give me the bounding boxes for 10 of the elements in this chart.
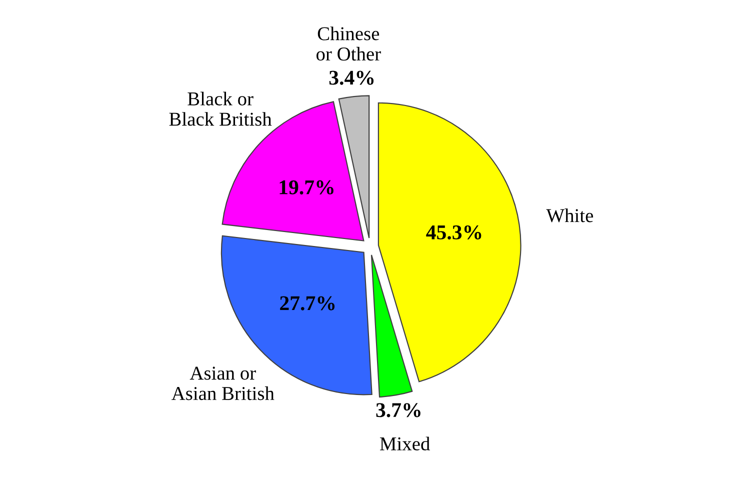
slice-label: Chinese or Other bbox=[316, 26, 381, 61]
slice-label: White bbox=[546, 208, 594, 222]
data-label: 19.7% bbox=[280, 180, 334, 194]
slice-label: Mixed bbox=[380, 436, 430, 450]
data-label: 45.3% bbox=[426, 225, 482, 240]
slice-label: Black or Black British bbox=[169, 92, 272, 126]
data-label: 3.4% bbox=[329, 70, 374, 85]
data-label: 27.7% bbox=[280, 296, 335, 310]
slice-label: Asian or Asian British bbox=[172, 366, 274, 400]
data-label: 3.7% bbox=[376, 403, 420, 418]
